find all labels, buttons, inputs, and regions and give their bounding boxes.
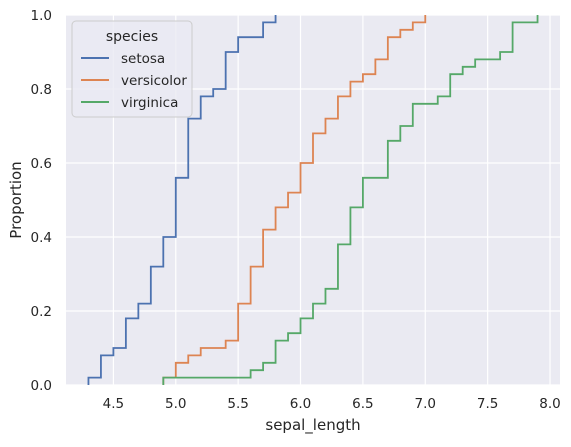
legend-label-versicolor: versicolor (121, 73, 187, 89)
y-tick-label: 1.0 (31, 8, 52, 24)
legend-label-setosa: setosa (121, 51, 165, 67)
legend-label-virginica: virginica (121, 95, 178, 111)
legend: species setosa versicolor virginica (71, 20, 193, 118)
series-line-virginica (162, 15, 539, 385)
series-line-versicolor (162, 15, 427, 385)
x-tick-label: 7.5 (477, 396, 498, 412)
y-tick-label: 0.4 (31, 230, 52, 246)
series-lines (87, 15, 539, 385)
x-tick-label: 4.5 (103, 396, 124, 412)
y-tick-label: 0.8 (31, 82, 52, 98)
tick-labels: 4.5 5.0 5.5 6.0 6.5 7.0 7.5 8.0 0.0 0.2 0.4 0.6 0.8 1… (31, 8, 561, 412)
y-axis-label: Proportion (7, 161, 25, 238)
y-tick-label: 0.0 (31, 378, 52, 394)
legend-entries: setosa versicolor virginica (81, 51, 187, 111)
series-line-setosa (87, 15, 277, 385)
x-tick-label: 6.5 (352, 396, 373, 412)
x-tick-label: 8.0 (539, 396, 560, 412)
x-tick-label: 5.5 (227, 396, 248, 412)
legend-title: species (106, 29, 158, 45)
y-tick-label: 0.6 (31, 156, 52, 172)
y-tick-label: 0.2 (31, 304, 52, 320)
x-tick-label: 5.0 (165, 396, 186, 412)
legend-box (71, 20, 193, 118)
x-tick-label: 6.0 (290, 396, 311, 412)
x-axis-label: sepal_length (265, 416, 360, 435)
x-tick-label: 7.0 (415, 396, 436, 412)
